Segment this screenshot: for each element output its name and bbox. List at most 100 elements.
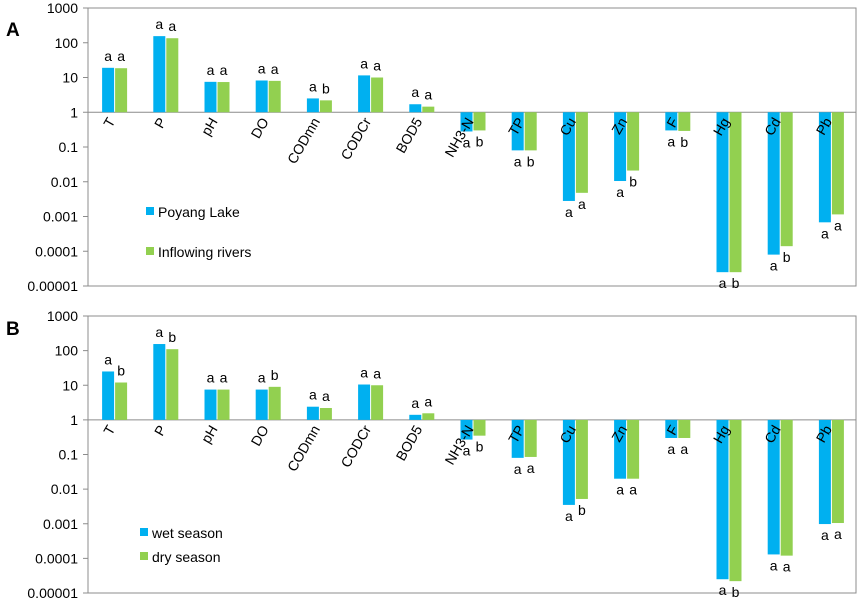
significance-letter: b — [322, 80, 330, 96]
legend-label: dry season — [152, 549, 220, 565]
bar-TP-series1 — [511, 112, 524, 151]
y-tick-label: 0.0001 — [35, 243, 78, 259]
y-tick-label: 0.01 — [51, 481, 78, 497]
y-tick-label: 100 — [55, 35, 79, 51]
significance-letter: a — [834, 526, 842, 542]
bar-Pb-series1 — [818, 419, 831, 525]
legend-label: Poyang Lake — [158, 204, 240, 220]
legend-label: Inflowing rivers — [158, 244, 251, 260]
significance-letter: b — [527, 153, 535, 169]
bar-pH-series2 — [217, 389, 230, 420]
significance-letter: b — [578, 502, 586, 518]
bar-BOD5-series2 — [422, 106, 435, 113]
category-label: Hg — [710, 115, 733, 139]
significance-letter: a — [360, 55, 368, 71]
significance-letter: a — [821, 527, 829, 543]
bar-CODmn-series2 — [319, 408, 332, 420]
y-tick-label: 0.00001 — [27, 278, 78, 294]
significance-letter: a — [309, 78, 317, 94]
significance-letter: b — [476, 439, 484, 455]
significance-letter: a — [616, 482, 624, 498]
category-label: TP — [505, 422, 528, 445]
significance-letter: a — [834, 217, 842, 233]
bar-CODCr-series2 — [371, 385, 384, 420]
significance-letter: a — [207, 370, 215, 386]
significance-letter: a — [821, 225, 829, 241]
significance-letter: b — [629, 174, 637, 190]
legend-swatch — [146, 207, 154, 215]
significance-letter: b — [732, 584, 740, 598]
y-tick-label: 1000 — [47, 308, 78, 324]
significance-letter: a — [155, 324, 163, 340]
y-tick-label: 0.00001 — [27, 585, 78, 598]
category-label: Pb — [813, 115, 836, 138]
bar-BOD5-series1 — [409, 104, 422, 113]
bar-T-series1 — [102, 67, 115, 113]
bar-F-series1 — [665, 419, 678, 438]
bar-T-series2 — [115, 68, 128, 113]
significance-letter: a — [424, 393, 432, 409]
bar-Hg-series1 — [716, 419, 729, 580]
category-label: Zn — [608, 115, 630, 137]
significance-letter: a — [680, 441, 688, 457]
bar-T-series2 — [115, 382, 128, 420]
category-label: TP — [505, 115, 528, 138]
bar-DO-series2 — [268, 386, 281, 420]
bar-Cd-series1 — [767, 419, 780, 555]
bar-CODmn-series2 — [319, 100, 332, 113]
significance-letter: a — [719, 582, 727, 598]
bar-TP-series1 — [511, 419, 524, 458]
bar-CODCr-series2 — [371, 77, 384, 113]
legend: wet season dry season — [140, 525, 223, 565]
bar-F-series2 — [678, 112, 691, 131]
bar-P-series2 — [166, 349, 179, 420]
significance-letter: a — [373, 365, 381, 381]
y-tick-label: 1000 — [47, 0, 78, 16]
significance-letter: b — [271, 367, 279, 383]
significance-letter: a — [360, 365, 368, 381]
y-tick-label: 1 — [70, 104, 78, 120]
bar-Zn-series2 — [627, 419, 640, 479]
y-tick-label: 0.001 — [43, 209, 78, 225]
significance-letter: a — [411, 84, 419, 100]
bar-F-series1 — [665, 112, 678, 131]
bar-P-series2 — [166, 38, 179, 113]
y-tick-label: 0.001 — [43, 516, 78, 532]
category-label: Zn — [608, 422, 630, 444]
significance-letter: a — [309, 387, 317, 403]
bar-Cu-series1 — [562, 419, 575, 505]
bar-TP-series2 — [524, 419, 537, 457]
bar-Hg-series1 — [716, 112, 729, 273]
bar-Pb-series2 — [831, 112, 844, 215]
significance-letter: a — [104, 351, 112, 367]
bar-Hg-series2 — [729, 419, 742, 582]
significance-letter: a — [629, 482, 637, 498]
bar-Hg-series2 — [729, 112, 742, 273]
category-label: pH — [198, 422, 221, 446]
bar-DO-series2 — [268, 80, 281, 113]
category-label: Cd — [761, 422, 784, 446]
bar-BOD5-series1 — [409, 414, 422, 420]
bar-Cu-series2 — [575, 112, 588, 193]
bar-NH3-N-series1 — [460, 112, 473, 132]
significance-letter: b — [117, 363, 125, 379]
significance-letter: a — [155, 16, 163, 32]
significance-letter: a — [463, 134, 471, 150]
bar-DO-series1 — [255, 80, 268, 113]
panel-label: B — [6, 319, 20, 340]
bar-Cd-series2 — [780, 112, 793, 247]
legend-swatch — [146, 247, 154, 255]
category-label: Cu — [556, 115, 579, 139]
significance-letter: a — [168, 18, 176, 34]
bar-pH-series2 — [217, 82, 230, 113]
significance-letter: b — [732, 275, 740, 291]
y-tick-label: 10 — [62, 377, 78, 393]
significance-letter: a — [104, 48, 112, 64]
bar-Zn-series1 — [614, 419, 627, 479]
bar-Pb-series1 — [818, 112, 831, 223]
bar-NH3-N-series2 — [473, 112, 486, 131]
significance-letter: a — [220, 370, 228, 386]
bar-F-series2 — [678, 419, 691, 438]
